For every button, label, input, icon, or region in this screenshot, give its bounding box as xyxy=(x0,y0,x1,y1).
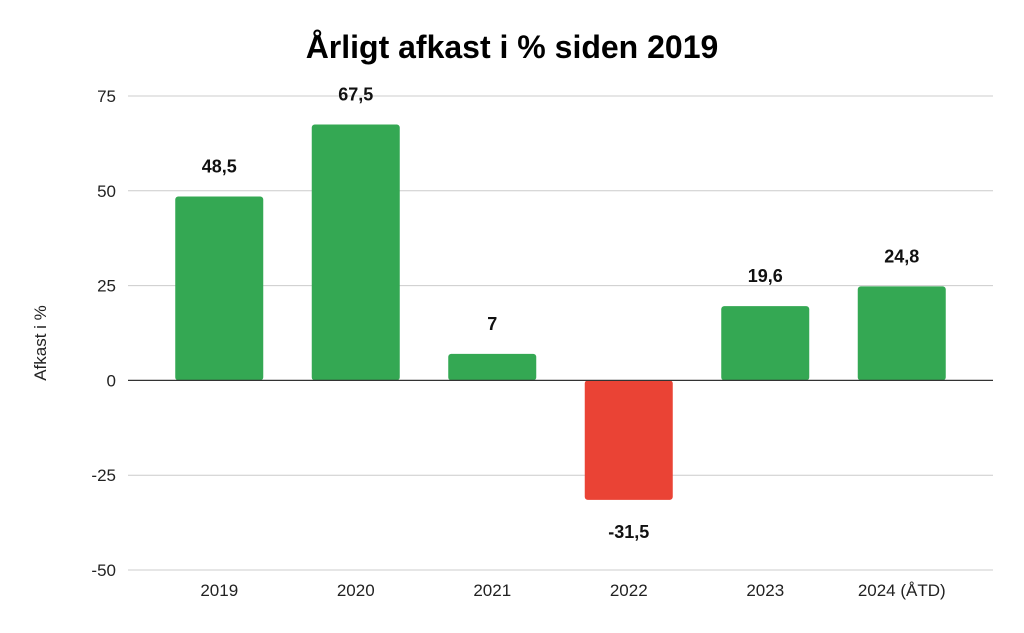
bar-2022 xyxy=(584,380,673,500)
data-label: 67,5 xyxy=(338,84,373,104)
y-tick-label: 0 xyxy=(107,371,116,390)
bar-2021 xyxy=(448,353,537,381)
x-axis-ticks: 2019 2020 2021 2022 2023 2024 (ÅTD) xyxy=(200,581,945,600)
bar-2020 xyxy=(311,124,400,381)
data-label: 7 xyxy=(487,314,497,334)
y-tick-label: 25 xyxy=(97,277,116,296)
x-tick-label: 2022 xyxy=(610,581,648,600)
x-tick-label: 2021 xyxy=(473,581,511,600)
x-tick-label: 2020 xyxy=(337,581,375,600)
chart-title: Årligt afkast i % siden 2019 xyxy=(306,29,719,65)
data-label: 24,8 xyxy=(884,246,919,266)
x-tick-label: 2023 xyxy=(746,581,784,600)
data-label: 19,6 xyxy=(748,266,783,286)
data-labels: 48,5 67,5 7 -31,5 19,6 24,8 xyxy=(202,84,920,541)
y-axis-label: Afkast i % xyxy=(31,305,50,381)
y-axis-ticks: 75 50 25 0 -25 -50 xyxy=(91,87,116,580)
y-tick-label: 75 xyxy=(97,87,116,106)
y-tick-label: -50 xyxy=(91,561,116,580)
y-tick-label: -25 xyxy=(91,466,116,485)
data-label: 48,5 xyxy=(202,156,237,176)
x-tick-label: 2024 (ÅTD) xyxy=(858,581,946,600)
gridlines xyxy=(128,95,993,571)
bar-2023 xyxy=(721,306,810,381)
y-tick-label: 50 xyxy=(97,182,116,201)
data-label: -31,5 xyxy=(608,522,649,542)
bar-2024-td xyxy=(857,286,946,381)
bar-2019 xyxy=(175,196,264,381)
x-tick-label: 2019 xyxy=(200,581,238,600)
bars xyxy=(175,124,946,500)
